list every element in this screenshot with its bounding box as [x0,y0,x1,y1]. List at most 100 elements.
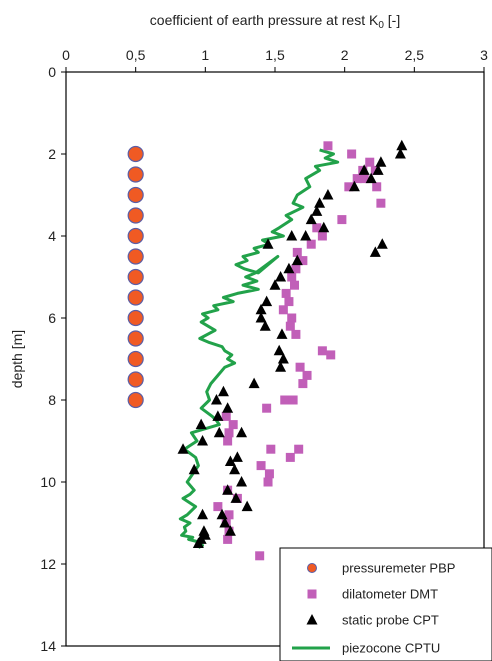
data-point [295,362,305,372]
data-point [288,395,298,405]
data-point [312,223,322,233]
data-point [292,247,302,257]
data-point [256,461,266,471]
data-point [372,164,384,175]
legend-entry-1: dilatometer DMT [307,587,438,602]
x-tick-label: 3 [480,47,488,63]
data-point [344,182,354,192]
legend-swatch [306,614,318,625]
data-point [229,463,241,475]
x-tick-label: 1 [201,47,209,63]
data-point [311,205,323,216]
y-tick-label: 14 [40,638,56,654]
data-point [222,402,234,413]
data-point [197,435,209,446]
x-tick-label: 0 [62,47,70,63]
data-point [228,420,238,430]
data-point [365,172,377,184]
data-point [376,198,386,208]
data-point [192,537,204,548]
data-point [375,156,387,167]
data-point [216,508,228,520]
data-point [222,484,234,495]
y-tick-label: 12 [40,556,56,572]
data-point [195,418,207,430]
data-point [224,428,234,438]
data-point [358,164,370,175]
data-point [224,455,236,466]
legend-entry-0: pressuremeter PBP [307,561,455,576]
series-3 [178,148,340,549]
data-point [275,271,287,282]
data-point [290,280,300,290]
y-axis-ticks: 0 2 4 6 8 10 12 14 [40,64,66,654]
data-point [127,186,144,204]
data-point [291,254,303,266]
legend-label: static probe CPT [342,613,439,628]
data-point [188,463,200,475]
data-point [352,174,362,184]
data-point [275,361,287,372]
x-axis-label: coefficient of earth pressure at rest K0… [150,12,400,31]
data-point [255,551,265,561]
series-1 [213,141,386,561]
data-point [298,379,308,389]
legend-swatch [307,563,317,573]
y-tick-label: 8 [48,392,56,408]
x-tick-label: 0,5 [126,47,146,63]
data-point [223,436,233,446]
data-point [394,148,406,159]
series-0 [127,145,144,409]
data-point [127,330,144,347]
data-point [326,350,336,360]
data-point [317,231,327,241]
data-point [230,492,242,503]
data-point [213,426,225,438]
legend-entry-3: piezocone CPTU [292,641,440,656]
series-layer [127,139,408,561]
data-point [213,502,223,512]
data-point [236,426,248,438]
data-point [277,353,289,364]
data-point [284,297,294,307]
data-point [219,517,231,528]
legend-label: dilatometer DMT [342,587,438,602]
data-point [262,238,274,249]
y-tick-label: 6 [48,310,56,326]
y-axis-label: depth [m] [9,330,25,388]
data-point [266,444,276,454]
data-point [224,525,236,536]
data-point [369,246,381,257]
legend-label: pressuremeter PBP [342,561,455,576]
data-point [283,262,295,274]
data-point [269,279,281,290]
data-point [241,500,253,512]
data-point [318,221,330,233]
data-point [221,411,231,421]
data-point [224,510,234,520]
data-point [314,197,326,208]
data-point [347,149,357,159]
y-tick-label: 4 [48,228,56,244]
data-point [323,141,333,151]
data-point [365,157,375,167]
data-point [294,444,304,454]
data-point [255,312,267,323]
data-point [127,166,144,183]
data-point [264,469,274,479]
data-point [286,230,298,241]
legend: pressuremeter PBP dilatometer DMT static p… [279,547,492,661]
data-point [285,452,295,462]
data-point [255,303,267,315]
data-point [337,215,347,225]
legend-swatch [307,589,317,599]
data-point [262,403,272,413]
x-axis-label-subscript: 0 [378,20,384,31]
data-point [127,227,144,245]
data-point [197,508,209,520]
data-point [305,213,317,225]
legend-entry-2: static probe CPT [306,613,439,628]
data-point [291,329,301,339]
legend-label: piezocone CPTU [342,641,440,656]
